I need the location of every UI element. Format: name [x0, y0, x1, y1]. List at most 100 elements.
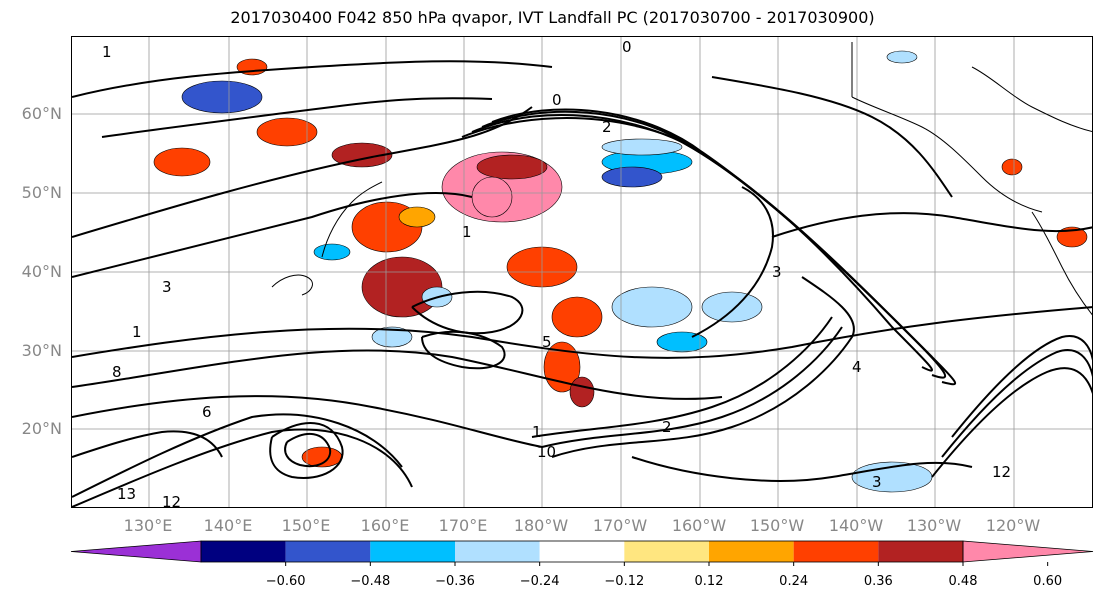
longitude-label: 120°W — [985, 516, 1041, 535]
colorbar-tick-label: −0.48 — [350, 574, 391, 589]
coastline — [321, 181, 383, 258]
longitude-label: 170°W — [592, 516, 648, 535]
longitude-label: 180°W — [513, 516, 569, 535]
colorbar-extend-min — [70, 540, 202, 563]
contour-label: 5 — [542, 333, 552, 351]
contour-label: 2 — [602, 118, 612, 136]
ivt-contour — [691, 186, 774, 338]
colorbar-extend-max — [962, 540, 1094, 563]
ivt-contour — [72, 306, 1092, 359]
latitude-label: 20°N — [21, 419, 62, 438]
longitude-label: 140°W — [828, 516, 884, 535]
contour-label: 6 — [202, 403, 212, 421]
contour-label: 12 — [162, 493, 181, 508]
longitude-label: 140°E — [203, 516, 253, 535]
contour-label: 1 — [462, 223, 472, 241]
latitude-label: 40°N — [21, 262, 62, 281]
colorbar-tick-label: 0.60 — [1033, 574, 1063, 589]
contour-label: 12 — [992, 463, 1011, 481]
latitude-label: 30°N — [21, 341, 62, 360]
coastline — [851, 96, 1043, 213]
contour-label: 1 — [532, 423, 542, 441]
anomaly-region — [601, 138, 683, 156]
map-title: 2017030400 F042 850 hPa qvapor, IVT Land… — [230, 8, 875, 27]
anomaly-region — [701, 291, 763, 323]
anomaly-region — [601, 166, 663, 188]
ivt-contour — [551, 276, 855, 458]
ivt-contour — [72, 60, 553, 98]
longitude-label: 150°E — [281, 516, 331, 535]
ivt-contour — [72, 413, 403, 498]
anomaly-region — [551, 296, 603, 338]
contour-label: 3 — [162, 278, 172, 296]
anomaly-region — [371, 326, 413, 348]
anomaly-region — [656, 331, 708, 353]
colorbar-tick-label: −0.36 — [435, 574, 475, 589]
latitude-label: 60°N — [21, 104, 62, 123]
map-panel: 1 0 2 1 3 1 2 1 3 4 5 6 8 10 12 12 13 0 3 — [71, 36, 1093, 508]
ivt-contour — [531, 316, 833, 438]
colorbar-segment — [878, 541, 963, 562]
longitude-label: 160°W — [671, 516, 727, 535]
contour-label: 8 — [112, 363, 122, 381]
ivt-contour — [269, 422, 344, 479]
anomaly-region — [331, 142, 393, 168]
colorbar-segment — [370, 541, 455, 562]
contour-label: 1 — [132, 323, 142, 341]
anomaly-region — [256, 117, 318, 147]
longitude-label: 150°W — [749, 516, 805, 535]
ivt-contour — [931, 367, 1092, 478]
contour-label: 0 — [552, 91, 562, 109]
ivt-contour — [711, 76, 953, 198]
coastline — [271, 274, 313, 296]
contour-label: 3 — [772, 263, 782, 281]
colorbar-tick-label: 0.36 — [863, 574, 893, 589]
longitude-label: 130°W — [906, 516, 962, 535]
ivt-contour — [421, 330, 506, 370]
ivt-contour — [72, 349, 723, 400]
colorbar-tick-label: 0.24 — [779, 574, 809, 589]
contour-label: 13 — [117, 485, 136, 503]
contour-label: 0 — [622, 38, 632, 56]
ivt-contour — [951, 335, 1092, 438]
ivt-contour — [541, 326, 843, 448]
anomaly-region — [398, 206, 436, 228]
anomaly-region — [181, 80, 263, 114]
colorbar-segment — [455, 541, 540, 562]
colorbar-segment — [201, 541, 286, 562]
colorbar-tick-label: −0.24 — [519, 574, 560, 589]
coastline-layer — [271, 42, 1092, 316]
colorbar-outline — [200, 540, 964, 563]
longitude-label: 130°E — [123, 516, 173, 535]
ivt-contour — [771, 212, 1092, 238]
colorbar-tick-label: 0.48 — [948, 574, 978, 589]
contour-label: 10 — [537, 443, 556, 461]
ivt-contour — [284, 433, 332, 468]
ivt-contour — [72, 395, 543, 448]
colorbar-tick-label: −0.12 — [604, 574, 645, 589]
ivt-contour — [72, 428, 413, 507]
longitude-label: 170°E — [438, 516, 488, 535]
colorbar-segment — [793, 541, 879, 562]
colorbar-segment — [285, 541, 371, 562]
anomaly-region — [313, 243, 351, 261]
contour-label: 3 — [872, 473, 882, 491]
ivt-contour-layer — [72, 60, 1092, 507]
contour-label: 2 — [662, 418, 672, 436]
coastline — [1031, 211, 1092, 316]
coastline — [971, 66, 1092, 133]
ivt-contour — [941, 349, 1092, 458]
anomaly-region — [1001, 158, 1023, 176]
colorbar-tick-label: −0.60 — [265, 574, 306, 589]
colorbar-tick-label: 0.12 — [694, 574, 724, 589]
colorbar-segment — [539, 541, 625, 562]
anomaly-region — [153, 147, 211, 177]
anomaly-region — [476, 154, 548, 180]
colorbar-segment — [709, 541, 794, 562]
ivt-contour — [72, 430, 223, 458]
ivt-contour — [491, 108, 933, 358]
colorbar-segment — [624, 541, 709, 562]
